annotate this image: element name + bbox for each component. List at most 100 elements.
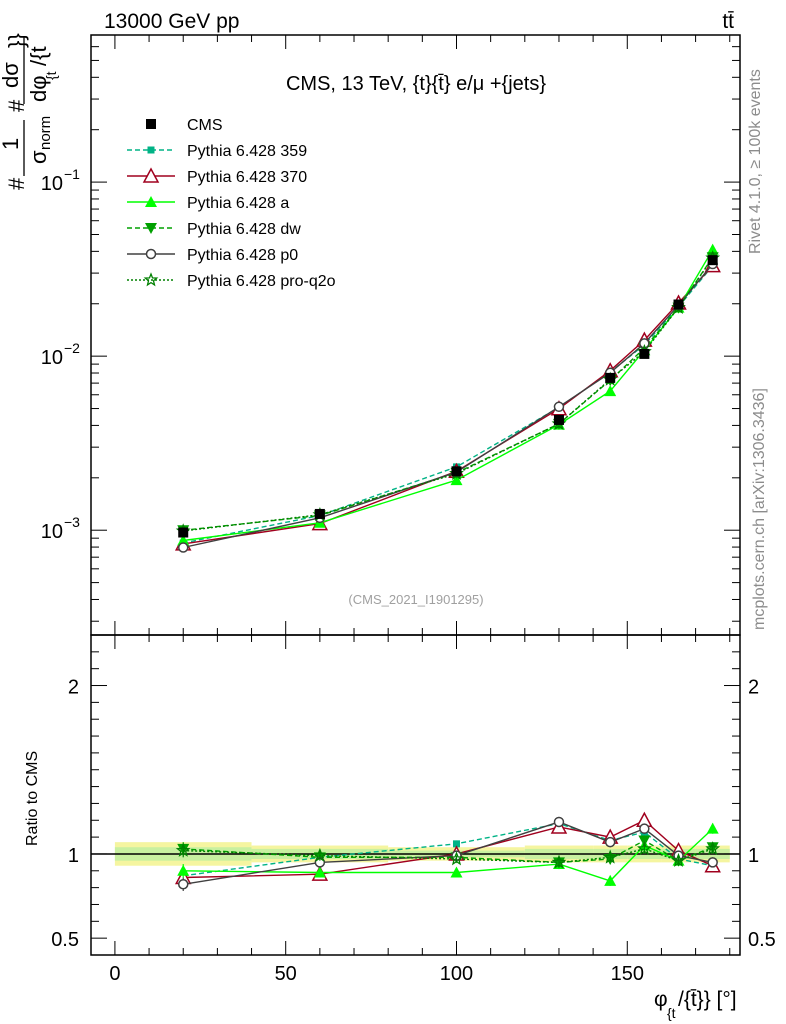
y-axis-label: # 1 σ norm # dσ dφ {t /{t }} <box>0 33 59 190</box>
series-4-ratio-point-3 <box>553 816 565 828</box>
x-label-sub: {t <box>667 1005 676 1021</box>
y-tick-label-0: 10 <box>41 173 63 195</box>
legend-label-2: Pythia 6.428 a <box>187 195 289 212</box>
y-tick-label-1: 10 <box>41 347 63 369</box>
x-tick-label-150: 150 <box>611 963 644 985</box>
main-axis-ticks: 10−110−210−3 <box>41 46 740 622</box>
cms-point-0 <box>178 527 189 538</box>
ratio-series-group <box>174 811 721 891</box>
series-2-main-line <box>183 249 714 542</box>
series-4-main-line <box>183 263 714 549</box>
series-5-ratio-point-1 <box>312 847 328 862</box>
legend-label-1: Pythia 6.428 370 <box>187 169 307 186</box>
series-4-main-point-3 <box>553 401 565 413</box>
series-2-ratio-point-7 <box>706 822 719 834</box>
series-2-main-point-7 <box>706 243 719 255</box>
x-axis-label: φ {t /{t̄}} [°] <box>654 988 737 1021</box>
legend-marker-1 <box>142 167 160 183</box>
series-4-ratio-point-0 <box>177 879 189 890</box>
analysis-watermark: (CMS_2021_I1901295) <box>348 592 483 607</box>
series-2-ratio-point-1 <box>313 866 326 878</box>
y-label-sigma: σ <box>26 150 51 164</box>
series-5-ratio-point-7 <box>705 841 721 856</box>
cms-point-2 <box>451 466 462 477</box>
series-3-ratio-line <box>183 839 713 864</box>
legend-label-4: Pythia 6.428 p0 <box>187 247 298 264</box>
legend-label-3: Pythia 6.428 dw <box>187 221 301 238</box>
series-4-main-point-0 <box>177 542 189 553</box>
x-tick-label-0: 0 <box>109 963 120 985</box>
mcplots-label: mcplots.cern.ch [arXiv:1306.3436] <box>751 388 768 630</box>
y-label-tail: /{t <box>26 46 51 66</box>
x-label-rest: /{t̄}} [°] <box>678 988 737 1011</box>
cms-point-4 <box>605 372 616 383</box>
series-2-ratio-point-0 <box>177 864 190 876</box>
ratio-tick-right-0: 0.5 <box>748 929 776 951</box>
y-label-dsigma: dσ <box>0 62 23 88</box>
header-final-state: tt̄ <box>722 10 734 33</box>
cms-point-6 <box>673 299 684 310</box>
cms-data-group <box>178 255 718 538</box>
legend-marker-4 <box>145 248 157 260</box>
cms-point-5 <box>639 348 650 359</box>
series-0-main-line <box>183 265 714 544</box>
legend-marker-0 <box>147 146 155 154</box>
y-label-hash-2: # <box>4 99 29 112</box>
y-label-close: }} <box>4 33 29 48</box>
cms-point-1 <box>314 508 325 519</box>
legend-label-0: Pythia 6.428 359 <box>187 143 307 160</box>
legend-label-cms: CMS <box>187 117 223 134</box>
ratio-tick-left-2: 2 <box>68 677 79 699</box>
legend-marker-cms <box>146 119 156 129</box>
x-tick-label-50: 50 <box>275 963 297 985</box>
legend-marker-3 <box>145 223 157 234</box>
series-5-ratio-point-5 <box>637 841 652 856</box>
series-5-ratio-point-2 <box>449 851 464 866</box>
ratio-tick-right-2: 2 <box>748 677 759 699</box>
x-label-phi: φ <box>654 988 668 1011</box>
ratio-tick-left-1: 1 <box>68 845 79 867</box>
y-label-dphi: dφ <box>26 75 51 102</box>
series-2-ratio-point-2 <box>450 866 463 878</box>
x-tick-label-100: 100 <box>440 963 473 985</box>
y-label-one: 1 <box>0 138 23 150</box>
series-4-ratio-point-4 <box>604 836 616 848</box>
series-4-main-point-5 <box>639 338 650 349</box>
series-0-ratio-point-2 <box>452 840 460 848</box>
series-5-ratio-point-0 <box>175 842 191 857</box>
cms-point-3 <box>553 414 564 425</box>
ratio-axis-ticks: 0.5 0.5 1 1 2 2 <box>51 634 776 956</box>
series-2-ratio-point-4 <box>604 874 617 886</box>
series-2-main-point-2 <box>450 474 463 486</box>
series-1-main-line <box>183 265 714 545</box>
ratio-tick-left-0: 0.5 <box>51 929 79 951</box>
series-4-ratio-point-7 <box>707 857 718 868</box>
legend-marker-5 <box>143 272 159 287</box>
series-2-main-point-4 <box>604 385 617 397</box>
y-label-norm: norm <box>37 116 54 150</box>
legend-marker-2 <box>145 196 157 207</box>
series-3-ratio-point-5 <box>638 835 651 847</box>
cms-point-7 <box>707 255 718 266</box>
series-5-ratio-point-4 <box>602 849 618 864</box>
y-tick-label-2: 10 <box>41 521 63 543</box>
y-tick-exp-2: −3 <box>64 514 80 530</box>
x-axis-ticks: 0 50 100 150 <box>109 35 731 985</box>
series-5-ratio-point-6 <box>671 852 686 867</box>
ratio-tick-right-1: 1 <box>748 845 759 867</box>
series-5-main-line <box>183 257 714 532</box>
series-4-ratio-point-5 <box>639 823 650 834</box>
chart-title: CMS, 13 TeV, {t}{t̄} e/μ +{jets} <box>286 73 546 95</box>
y-tick-exp-0: −1 <box>64 166 80 182</box>
series-3-main-line <box>183 256 714 531</box>
y-label-sub: {t <box>43 71 59 80</box>
series-2-main-point-0 <box>177 534 190 546</box>
header-process: 13000 GeV pp <box>104 10 239 33</box>
ratio-panel-frame <box>90 634 741 956</box>
legend: CMS Pythia 6.428 359 Pythia 6.428 370 Pythi… <box>127 117 336 290</box>
series-5-ratio-point-3 <box>551 854 567 869</box>
legend-label-5: Pythia 6.428 pro-q2o <box>187 273 336 290</box>
y-tick-exp-1: −2 <box>64 340 80 356</box>
y-label-hash-1: # <box>4 177 29 190</box>
